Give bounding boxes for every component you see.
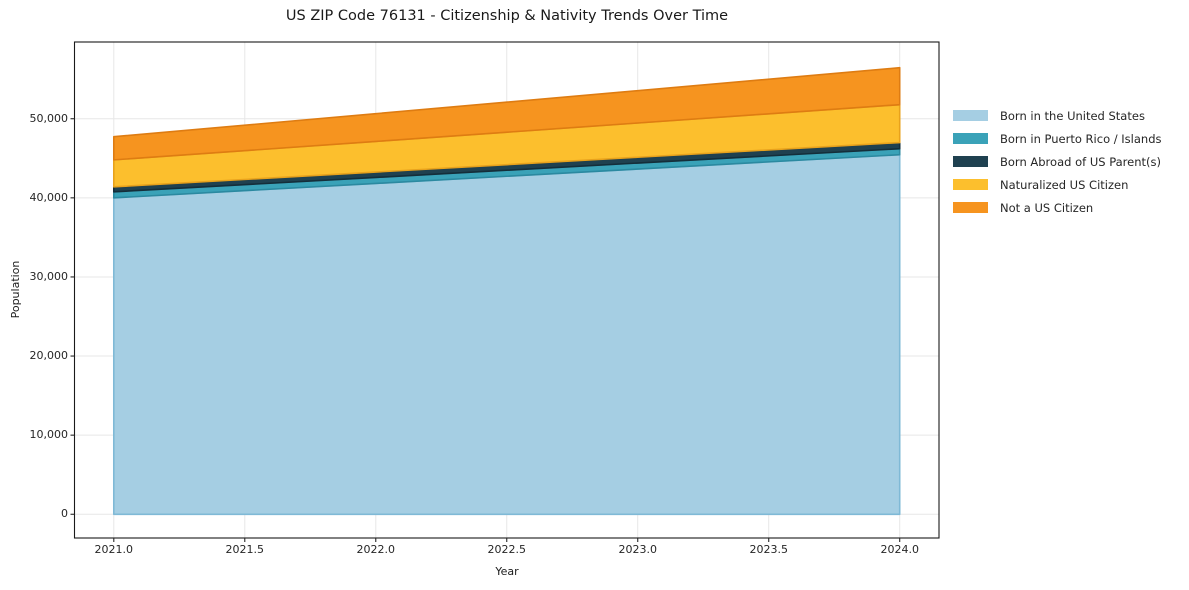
x-tick-label: 2022.0 — [356, 543, 396, 556]
y-tick-label: 10,000 — [29, 428, 69, 442]
legend-swatch-5 — [953, 202, 988, 213]
legend-label-1: Born in the United States — [1000, 108, 1145, 123]
area-series-1 — [112, 153, 901, 516]
legend-item-4: Naturalized US Citizen — [953, 173, 1162, 196]
legend-swatch-2 — [953, 133, 988, 144]
legend-label-4: Naturalized US Citizen — [1000, 177, 1129, 192]
x-axis-label: Year — [495, 565, 519, 578]
y-axis-label: Population — [9, 260, 22, 319]
legend: Born in the United States Born in Puerto … — [953, 104, 1162, 219]
legend-label-3: Born Abroad of US Parent(s) — [1000, 154, 1161, 169]
legend-item-3: Born Abroad of US Parent(s) — [953, 150, 1162, 173]
area-series-5 — [112, 66, 901, 161]
x-tick-label: 2021.5 — [225, 543, 265, 556]
x-tick-label: 2023.5 — [749, 543, 788, 556]
x-tick-label: 2021.0 — [94, 543, 134, 556]
chart-title: US ZIP Code 76131 - Citizenship & Nativi… — [285, 8, 729, 24]
legend-swatch-4 — [953, 179, 988, 190]
legend-item-1: Born in the United States — [953, 104, 1162, 127]
legend-item-2: Born in Puerto Rico / Islands — [953, 127, 1162, 150]
legend-swatch-3 — [953, 156, 988, 167]
y-tick-label: 40,000 — [29, 190, 69, 204]
y-tick-label: 30,000 — [29, 269, 69, 283]
y-tick-label: 50,000 — [29, 111, 69, 125]
y-tick-label: 0 — [61, 507, 68, 521]
legend-swatch-1 — [953, 110, 988, 121]
x-tick-label: 2023.0 — [618, 543, 657, 556]
x-tick-label: 2024.0 — [880, 543, 919, 556]
legend-label-5: Not a US Citizen — [1000, 200, 1094, 215]
legend-label-2: Born in Puerto Rico / Islands — [1000, 131, 1162, 146]
y-tick-label: 20,000 — [29, 349, 69, 363]
x-tick-label: 2022.5 — [487, 543, 527, 556]
legend-item-5: Not a US Citizen — [953, 196, 1162, 219]
